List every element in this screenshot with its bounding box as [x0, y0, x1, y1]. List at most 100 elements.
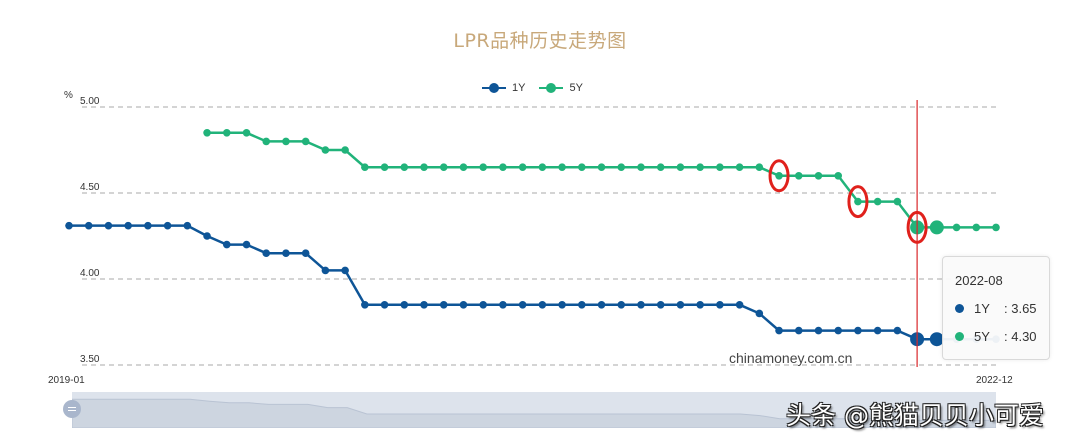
data-point[interactable]: [775, 326, 783, 335]
data-point[interactable]: [203, 232, 211, 240]
data-point[interactable]: [617, 163, 626, 171]
data-point[interactable]: [538, 163, 547, 171]
data-point[interactable]: [952, 223, 961, 232]
data-point[interactable]: [814, 172, 823, 180]
data-point[interactable]: [716, 163, 724, 171]
data-point[interactable]: [873, 326, 882, 335]
data-point[interactable]: [676, 301, 685, 309]
data-point[interactable]: [499, 163, 507, 171]
data-point[interactable]: [420, 301, 428, 309]
data-point[interactable]: [400, 163, 409, 171]
legend-item-1y[interactable]: 1Y: [482, 82, 525, 94]
data-point[interactable]: [656, 301, 665, 309]
data-point[interactable]: [380, 163, 389, 171]
data-point[interactable]: [518, 301, 527, 309]
data-point[interactable]: [499, 301, 507, 309]
data-point[interactable]: [676, 163, 685, 171]
data-point[interactable]: [183, 221, 192, 230]
data-point[interactable]: [893, 326, 902, 335]
data-point[interactable]: [104, 221, 113, 230]
data-point[interactable]: [400, 301, 409, 309]
data-point[interactable]: [301, 137, 310, 146]
line-marker-icon: [539, 83, 564, 93]
data-point[interactable]: [459, 301, 468, 309]
data-point[interactable]: [794, 172, 803, 180]
data-point[interactable]: [124, 221, 132, 230]
slider-handle-left[interactable]: [63, 400, 81, 418]
series-line-1y: [69, 224, 996, 341]
data-point[interactable]: [203, 129, 211, 137]
data-point[interactable]: [558, 163, 566, 171]
data-point[interactable]: [65, 221, 73, 230]
legend-item-5y[interactable]: 5Y: [539, 82, 583, 94]
data-point[interactable]: [282, 249, 290, 257]
data-point[interactable]: [755, 309, 764, 318]
data-point[interactable]: [341, 266, 349, 275]
data-point[interactable]: [222, 240, 231, 249]
data-point[interactable]: [341, 146, 349, 154]
data-point[interactable]: [380, 301, 389, 309]
data-point[interactable]: [518, 163, 527, 171]
data-point[interactable]: [262, 249, 271, 257]
data-point[interactable]: [696, 163, 704, 171]
data-point[interactable]: [814, 326, 823, 335]
data-point[interactable]: [656, 163, 665, 171]
data-point[interactable]: [893, 197, 902, 206]
data-point[interactable]: [735, 163, 744, 171]
y-axis-unit: %: [64, 90, 73, 101]
data-point[interactable]: [242, 129, 251, 137]
legend-label-1y: 1Y: [512, 82, 526, 94]
datazoom-slider[interactable]: [72, 392, 996, 428]
data-point[interactable]: [637, 163, 645, 171]
data-point[interactable]: [242, 240, 251, 249]
data-point[interactable]: [163, 221, 172, 230]
data-point[interactable]: [558, 301, 566, 309]
data-point[interactable]: [538, 301, 547, 309]
data-point[interactable]: [637, 301, 645, 309]
data-point[interactable]: [929, 220, 944, 235]
data-point[interactable]: [282, 137, 290, 146]
data-point[interactable]: [439, 301, 448, 309]
data-point[interactable]: [775, 172, 783, 180]
data-point[interactable]: [578, 163, 586, 171]
data-point[interactable]: [420, 163, 428, 171]
data-point[interactable]: [361, 301, 369, 309]
data-point[interactable]: [439, 163, 448, 171]
data-point[interactable]: [716, 301, 724, 309]
chart-title: LPR品种历史走势图: [453, 30, 627, 52]
data-point[interactable]: [578, 301, 586, 309]
data-point[interactable]: [479, 301, 487, 309]
data-point[interactable]: [992, 223, 1000, 232]
data-point[interactable]: [755, 163, 764, 171]
data-point[interactable]: [873, 197, 882, 206]
tooltip-series-value: : 4.30: [1004, 329, 1037, 344]
tooltip-series-name: 5Y: [974, 329, 990, 344]
y-tick: 5.00: [80, 96, 100, 107]
data-point[interactable]: [617, 301, 626, 309]
data-point[interactable]: [929, 332, 944, 347]
data-point[interactable]: [144, 221, 152, 230]
data-point[interactable]: [834, 172, 843, 180]
data-point[interactable]: [479, 163, 487, 171]
data-point[interactable]: [794, 326, 803, 335]
data-point[interactable]: [834, 326, 843, 335]
data-point[interactable]: [321, 266, 330, 275]
data-point[interactable]: [854, 197, 862, 206]
data-point[interactable]: [597, 163, 606, 171]
data-point[interactable]: [361, 163, 369, 171]
data-point[interactable]: [972, 223, 981, 232]
data-point[interactable]: [321, 146, 330, 154]
data-point[interactable]: [459, 163, 468, 171]
data-point[interactable]: [696, 301, 704, 309]
data-point[interactable]: [735, 301, 744, 309]
data-point[interactable]: [854, 326, 862, 335]
line-marker-icon: [482, 83, 506, 93]
data-point[interactable]: [222, 129, 231, 137]
data-point[interactable]: [262, 137, 271, 146]
data-point[interactable]: [84, 221, 93, 230]
y-tick: 3.50: [80, 354, 100, 365]
data-point[interactable]: [597, 301, 606, 309]
data-point[interactable]: [301, 249, 310, 257]
